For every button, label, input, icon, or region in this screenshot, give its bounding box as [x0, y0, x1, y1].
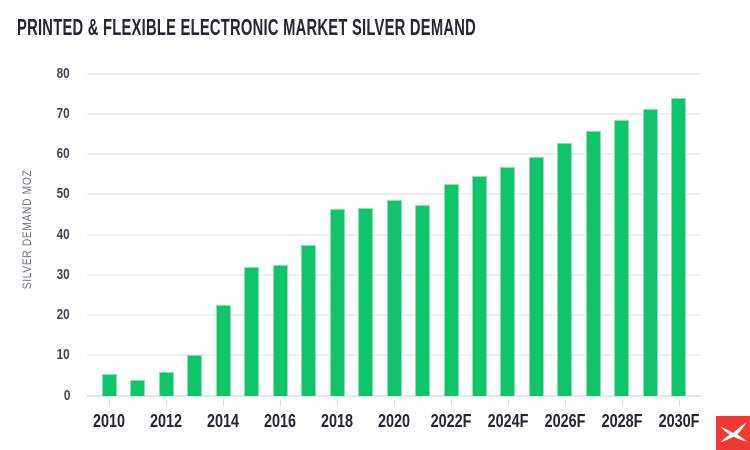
- y-tick-label-50: 50: [0, 186, 70, 202]
- bar-2024F: [500, 166, 516, 397]
- x-tick-label-2026F: 2026F: [544, 411, 586, 431]
- bar-2013: [187, 355, 203, 397]
- x-tick-label-2028F: 2028F: [601, 411, 643, 431]
- x-tick-mark-2014: [223, 399, 225, 406]
- y-tick-label-40: 40: [0, 225, 70, 243]
- bar-2030F: [671, 98, 687, 397]
- bar-2027F: [585, 131, 601, 397]
- y-tick-text: 30: [56, 265, 70, 283]
- x-tick-mark-2022F: [451, 399, 453, 406]
- y-tick-label-20: 20: [0, 307, 70, 323]
- gridline-60: [87, 153, 701, 155]
- gridline-70: [87, 112, 701, 115]
- y-tick-text: 10: [56, 346, 70, 364]
- x-tick-label-2012: 2012: [150, 411, 183, 431]
- bar-2028F: [614, 120, 630, 397]
- bar-2012: [158, 371, 174, 397]
- bar-2015: [244, 266, 260, 397]
- bar-2029F: [642, 109, 658, 397]
- x-tick-label-2030F: 2030F: [658, 411, 700, 431]
- x-tick-label-2024F: 2024F: [487, 411, 529, 431]
- x-logo-icon: [718, 416, 748, 450]
- x-tick-label-2018: 2018: [321, 411, 354, 431]
- x-tick-label-2010: 2010: [93, 411, 126, 431]
- bar-2026F: [557, 142, 573, 397]
- y-tick-text: 20: [56, 306, 70, 323]
- bar-2018: [329, 208, 345, 397]
- x-tick-label-2014: 2014: [207, 411, 240, 431]
- x-tick-label-2020: 2020: [378, 411, 411, 431]
- bar-2020: [386, 199, 402, 397]
- brand-logo: [716, 416, 750, 450]
- bar-2016: [272, 264, 288, 397]
- bar-2021: [415, 204, 431, 397]
- bar-2025F: [528, 156, 544, 397]
- bar-2011: [130, 380, 146, 397]
- bar-2022F: [443, 184, 459, 397]
- bar-2019: [358, 208, 374, 397]
- bar-2023F: [472, 175, 487, 397]
- x-tick-mark-2020: [394, 399, 396, 406]
- y-tick-label-60: 60: [0, 146, 70, 162]
- x-tick-mark-2028F: [621, 399, 623, 406]
- gridline-50: [87, 193, 701, 196]
- y-tick-text: 80: [56, 64, 70, 82]
- x-tick-mark-2016: [280, 399, 282, 406]
- x-tick-mark-2024F: [507, 399, 509, 406]
- y-tick-text: 50: [56, 185, 70, 203]
- gridline-80: [87, 72, 701, 75]
- bar-2010: [101, 373, 117, 397]
- x-tick-mark-2026F: [564, 399, 566, 406]
- bar-2017: [301, 245, 317, 397]
- y-tick-label-30: 30: [0, 265, 70, 283]
- x-tick-mark-2018: [337, 399, 339, 406]
- x-tick-mark-2030F: [678, 399, 680, 406]
- x-tick-label-2022F: 2022F: [430, 411, 472, 431]
- y-tick-label-0: 0: [0, 386, 70, 404]
- x-tick-mark-2010: [109, 399, 111, 406]
- bar-2014: [215, 305, 231, 397]
- y-tick-label-70: 70: [0, 104, 70, 122]
- chart-title: PRINTED & FLEXIBLE ELECTRONIC MARKET SIL…: [17, 14, 477, 40]
- x-tick-label-2016: 2016: [264, 411, 297, 431]
- y-tick-label-80: 80: [0, 64, 70, 82]
- y-tick-label-10: 10: [0, 347, 70, 363]
- y-tick-text: 40: [56, 225, 70, 243]
- y-tick-text: 70: [56, 104, 70, 122]
- x-tick-mark-2012: [166, 399, 168, 406]
- y-tick-text: 0: [63, 386, 70, 404]
- y-tick-text: 60: [56, 145, 70, 162]
